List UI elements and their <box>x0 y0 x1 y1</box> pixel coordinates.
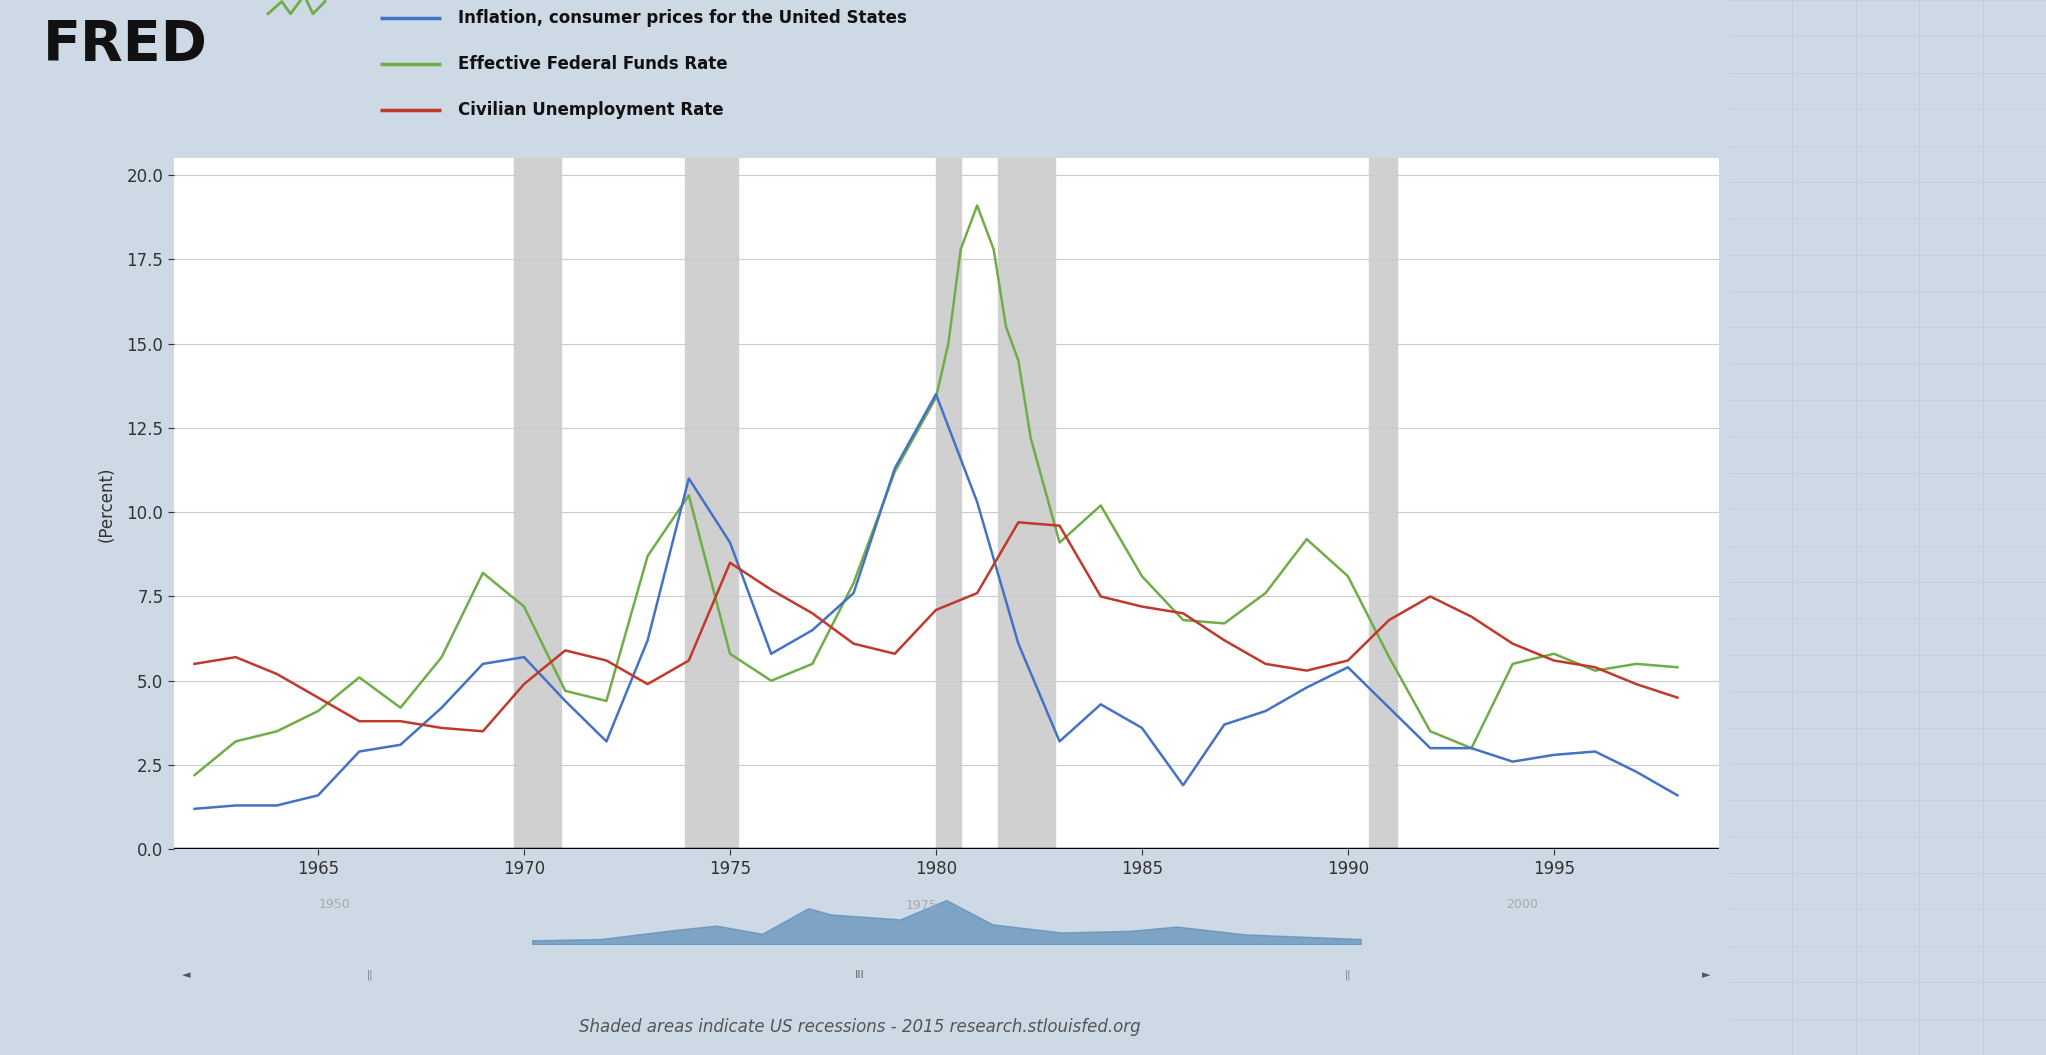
Text: ||: || <box>1344 970 1352 980</box>
Bar <box>1369 158 1397 849</box>
Bar <box>998 158 1056 849</box>
Text: ►: ► <box>1702 970 1710 980</box>
Text: 1950: 1950 <box>319 898 352 912</box>
Text: Shaded areas indicate US recessions - 2015 research.stlouisfed.org: Shaded areas indicate US recessions - 20… <box>579 1018 1140 1036</box>
Bar <box>935 158 962 849</box>
Text: Inflation, consumer prices for the United States: Inflation, consumer prices for the Unite… <box>458 9 906 27</box>
Text: FRED: FRED <box>43 18 209 73</box>
Text: III: III <box>855 970 863 980</box>
Text: 2000: 2000 <box>1506 898 1539 912</box>
Text: Effective Federal Funds Rate: Effective Federal Funds Rate <box>458 55 728 73</box>
Bar <box>514 158 561 849</box>
Text: ◄: ◄ <box>182 970 190 980</box>
Text: 1975: 1975 <box>906 899 937 913</box>
Bar <box>685 158 739 849</box>
Y-axis label: (Percent): (Percent) <box>98 466 115 541</box>
Text: ||: || <box>366 970 374 980</box>
Text: Civilian Unemployment Rate: Civilian Unemployment Rate <box>458 101 724 119</box>
